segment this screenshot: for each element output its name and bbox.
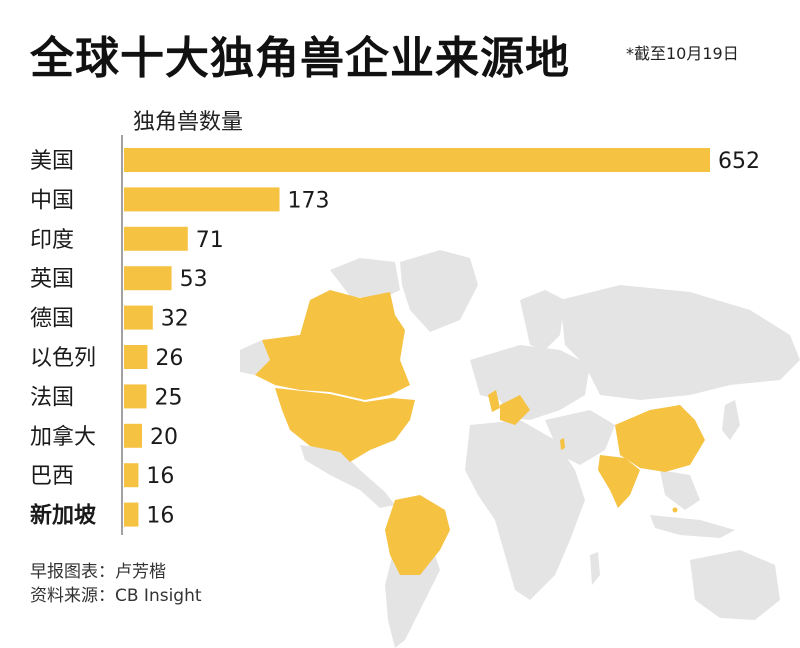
map-japan [722, 400, 740, 440]
value-label: 20 [150, 425, 178, 450]
map-singapore [672, 507, 678, 513]
map-canada [255, 290, 410, 400]
map-alaska [240, 340, 270, 375]
map-scandinavia [520, 290, 565, 350]
map-france-germany [500, 395, 530, 425]
bar [124, 345, 148, 369]
map-europe [470, 345, 590, 420]
map-land-highlighted [255, 290, 705, 575]
value-label: 173 [288, 188, 330, 213]
category-label: 德国 [30, 307, 74, 332]
map-australia [690, 550, 780, 620]
page-title: 全球十大独角兽企业来源地 [30, 33, 570, 84]
footer: 早报图表：卢芳楷 资料来源：CB Insight [30, 560, 202, 608]
bar [124, 423, 142, 448]
value-label: 16 [146, 504, 174, 529]
map-central-america [300, 445, 395, 508]
category-label: 中国 [30, 188, 74, 213]
bar [124, 187, 280, 212]
map-brazil [385, 495, 450, 575]
value-label: 16 [146, 464, 174, 489]
value-label: 652 [718, 149, 760, 174]
value-label: 26 [155, 346, 183, 371]
map-greenland [400, 250, 478, 332]
bar [124, 305, 153, 330]
value-label: 53 [180, 267, 208, 292]
map-se-asia [660, 470, 700, 510]
date-note: *截至10月19日 [626, 44, 739, 63]
map-israel [560, 438, 565, 450]
value-label: 25 [155, 385, 183, 410]
map-arctic-islands [330, 258, 400, 300]
bar [124, 148, 710, 172]
bar [124, 502, 139, 527]
category-label: 英国 [30, 267, 74, 292]
axis-title: 独角兽数量 [133, 110, 244, 135]
map-india [598, 455, 640, 508]
category-label: 法国 [30, 385, 74, 410]
category-label: 巴西 [30, 464, 74, 489]
category-label: 印度 [30, 228, 74, 253]
bar [124, 226, 188, 251]
footer-author: 早报图表：卢芳楷 [30, 562, 166, 582]
footer-source: 资料来源：CB Insight [30, 586, 202, 606]
bar [124, 384, 147, 409]
category-label: 新加坡 [30, 503, 96, 529]
map-indonesia [650, 515, 735, 538]
value-label: 32 [161, 307, 189, 332]
value-label: 71 [196, 228, 224, 253]
bar [124, 463, 139, 488]
map-madagascar [590, 552, 600, 585]
map-uk [488, 390, 500, 412]
category-label: 加拿大 [30, 424, 96, 450]
map-africa [465, 420, 585, 600]
category-label: 以色列 [30, 346, 96, 371]
map-china [615, 405, 705, 472]
map-usa [275, 388, 415, 462]
map-north-asia [560, 285, 800, 400]
category-label: 美国 [30, 149, 74, 174]
bar [124, 266, 172, 291]
bars-group: 美国 652 中国 173 印度 71 英国 53 德国 32 以色列 26 法国 25 加拿大 20 巴西 16… [30, 148, 760, 529]
